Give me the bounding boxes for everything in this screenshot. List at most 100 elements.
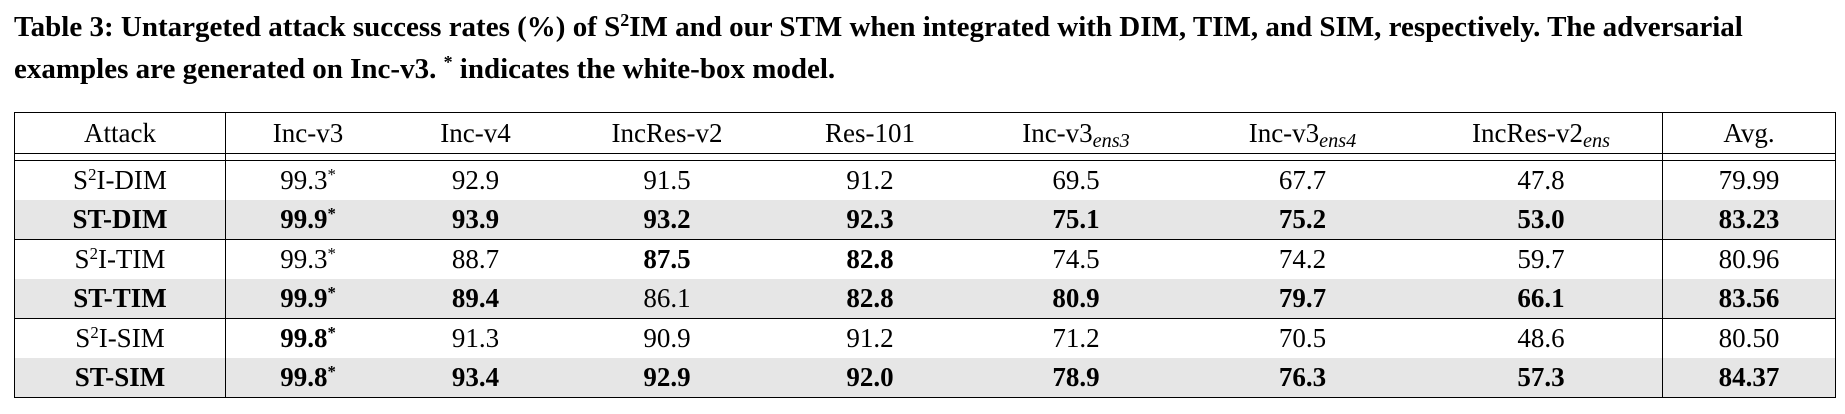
attack-text: I-DIM: [96, 165, 167, 195]
double-rule: [15, 154, 1835, 161]
attack-text: I-TIM: [97, 244, 166, 274]
value: 75.1: [1052, 204, 1100, 234]
value-cell: 93.2: [561, 200, 773, 240]
header-cell: Inc-v3: [226, 113, 390, 154]
value-cell: 91.3: [390, 319, 561, 358]
attack-cell: S2I-SIM: [15, 319, 226, 358]
header-cell: Inc-v4: [390, 113, 561, 154]
header-cell: Inc-v3ens4: [1185, 113, 1420, 154]
value-cell: 48.6: [1420, 319, 1663, 358]
header-text: IncRes-v2: [1472, 117, 1583, 148]
value: 74.2: [1278, 244, 1327, 274]
value: 84.37: [1718, 362, 1780, 392]
value-cell: 88.7: [390, 240, 561, 279]
header-cell: Res-101: [773, 113, 967, 154]
caption-text: IM and our STM when integrated with DIM,…: [14, 11, 1743, 85]
attack-text: ST-SIM: [74, 362, 166, 392]
spacer: [226, 154, 390, 161]
attack-sup: 2: [89, 243, 98, 263]
value: 93.9: [451, 204, 500, 234]
value: 91.2: [846, 323, 894, 353]
value: 99.8: [280, 362, 328, 392]
value: 99.8: [280, 323, 328, 353]
value-cell: 91.5: [561, 161, 773, 200]
row: ST-SIM 99.8* 93.4 92.9 92.0 78.9 76.3 57.3 84.37: [15, 358, 1835, 397]
value: 59.7: [1517, 244, 1565, 274]
value: 92.9: [451, 165, 500, 195]
value: 76.3: [1278, 362, 1327, 392]
value-cell: 67.7: [1185, 161, 1420, 200]
value-cell: 93.4: [390, 358, 561, 397]
value: 86.1: [643, 283, 691, 313]
value-cell: 79.7: [1185, 279, 1420, 319]
spacer: [1663, 154, 1835, 161]
value-cell: 82.8: [773, 240, 967, 279]
value: 82.8: [846, 244, 894, 274]
header-text: Inc-v3: [1022, 117, 1093, 148]
value-cell: 92.3: [773, 200, 967, 240]
value-cell: 83.56: [1663, 279, 1835, 319]
spacer: [390, 154, 561, 161]
white-box-mark: *: [327, 322, 336, 342]
attack-text: S: [75, 323, 91, 353]
value: 99.9: [280, 283, 328, 313]
attack-text: ST-DIM: [72, 204, 168, 234]
value: 89.4: [451, 283, 500, 313]
value-cell: 99.8*: [226, 319, 390, 358]
header-text: Attack: [84, 117, 156, 148]
value-cell: 99.3*: [226, 161, 390, 200]
row: S2I-DIM 99.3* 92.9 91.5 91.2 69.5 67.7 47.8 79.9…: [15, 161, 1835, 200]
header-text: Inc-v3: [1248, 117, 1320, 148]
value-cell: 87.5: [561, 240, 773, 279]
value: 99.3: [280, 244, 328, 274]
header-cell: Inc-v3ens3: [967, 113, 1185, 154]
spacer: [1185, 154, 1420, 161]
value: 67.7: [1278, 165, 1327, 195]
white-box-mark: *: [327, 282, 336, 302]
spacer: [773, 154, 967, 161]
value: 93.4: [451, 362, 500, 392]
value-cell: 84.37: [1663, 358, 1835, 397]
header-subscript: ens: [1582, 129, 1610, 152]
value-cell: 91.2: [773, 161, 967, 200]
white-box-mark: *: [327, 243, 336, 263]
header-text: Inc-v4: [440, 117, 511, 148]
value-cell: 57.3: [1420, 358, 1663, 397]
value: 92.0: [846, 362, 894, 392]
value: 69.5: [1052, 165, 1100, 195]
attack-text: ST-TIM: [73, 283, 167, 313]
spacer: [1420, 154, 1663, 161]
value-cell: 99.9*: [226, 200, 390, 240]
value-cell: 78.9: [967, 358, 1185, 397]
attack-cell: ST-SIM: [15, 358, 226, 397]
row: ST-DIM 99.9* 93.9 93.2 92.3 75.1 75.2 53.0 83.23: [15, 200, 1835, 240]
header-subscript: ens4: [1319, 129, 1357, 152]
attack-sup: 2: [88, 164, 97, 184]
value-cell: 99.9*: [226, 279, 390, 319]
value: 74.5: [1052, 244, 1100, 274]
value: 91.3: [451, 323, 500, 353]
value-cell: 74.2: [1185, 240, 1420, 279]
value: 91.2: [846, 165, 894, 195]
value: 92.9: [643, 362, 691, 392]
value-cell: 75.2: [1185, 200, 1420, 240]
results-table: Attack Inc-v3 Inc-v4 IncRes-v2 Res-101 Inc-v3…: [14, 112, 1836, 398]
value: 88.7: [451, 244, 500, 274]
value: 66.1: [1517, 283, 1565, 313]
header-cell: Avg.: [1663, 113, 1835, 154]
value: 79.99: [1718, 165, 1780, 195]
value: 91.5: [643, 165, 691, 195]
value-cell: 99.3*: [226, 240, 390, 279]
caption-sup: 2: [620, 10, 630, 31]
value: 75.2: [1278, 204, 1327, 234]
value-cell: 59.7: [1420, 240, 1663, 279]
header-subscript: ens3: [1092, 129, 1130, 152]
value: 87.5: [643, 244, 691, 274]
value-cell: 75.1: [967, 200, 1185, 240]
value-cell: 91.2: [773, 319, 967, 358]
value-cell: 83.23: [1663, 200, 1835, 240]
header-text: Inc-v3: [272, 117, 344, 148]
attack-cell: S2I-DIM: [15, 161, 226, 200]
row: ST-TIM 99.9* 89.4 86.1 82.8 80.9 79.7 66.1 83.56: [15, 279, 1835, 319]
value-cell: 80.9: [967, 279, 1185, 319]
